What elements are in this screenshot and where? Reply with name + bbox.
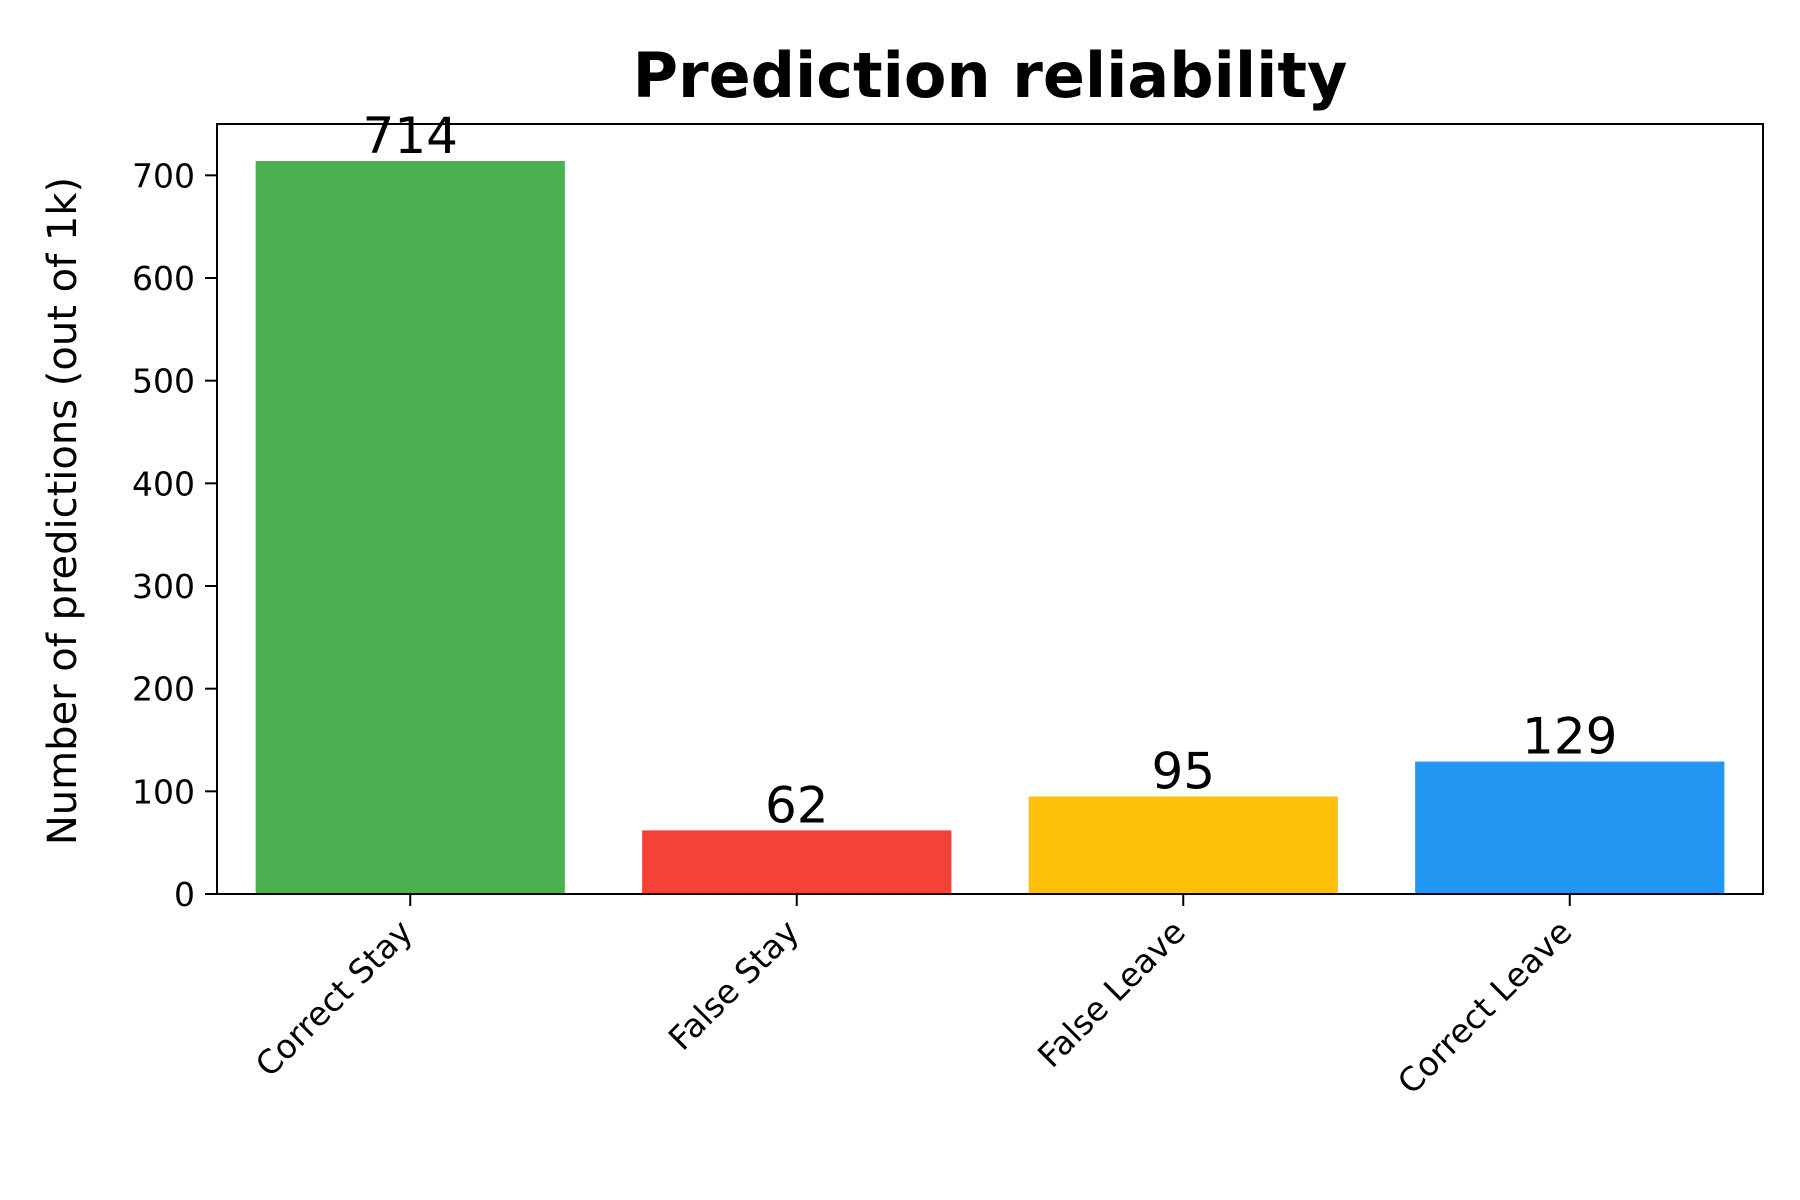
y-tick-label: 400 [132, 464, 195, 503]
data-label: 129 [1522, 708, 1617, 766]
plot-area: 714 Correct Stay 62 False Stay 95 False Leave… [132, 107, 1764, 1102]
y-tick-label: 200 [132, 670, 195, 709]
chart-title: Prediction reliability [633, 39, 1348, 112]
y-tick-label: 600 [132, 259, 195, 298]
y-tick-label: 700 [132, 156, 195, 195]
x-tick-label: Correct Stay [248, 912, 420, 1084]
y-axis-label: Number of predictions (out of 1k) [40, 177, 86, 845]
plot-frame [216, 123, 1764, 895]
bar [255, 160, 565, 894]
y-tick-label: 500 [132, 362, 195, 401]
x-tick-label: False Stay [661, 912, 807, 1058]
y-tick-label: 300 [132, 567, 195, 606]
bar [642, 830, 952, 894]
data-label: 714 [363, 107, 458, 165]
y-tick-label: 0 [174, 875, 195, 914]
data-label: 62 [765, 776, 829, 834]
data-label: 95 [1151, 742, 1215, 800]
y-tick-label: 100 [132, 772, 195, 811]
bar [1415, 761, 1725, 894]
x-tick-label: Correct Leave [1390, 912, 1580, 1102]
x-tick-label: False Leave [1030, 912, 1193, 1075]
bar [1028, 796, 1338, 894]
